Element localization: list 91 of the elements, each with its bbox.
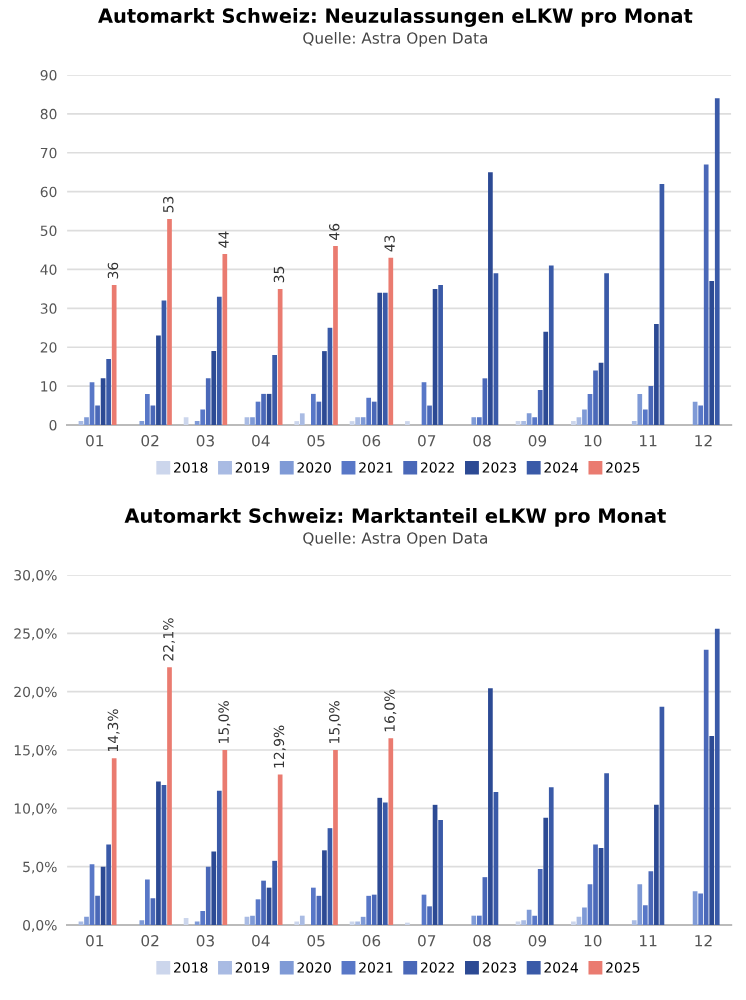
bar: [548, 787, 554, 925]
bar: [488, 688, 493, 925]
bar: [654, 323, 659, 425]
bar: [642, 905, 648, 925]
bar: [537, 869, 543, 925]
bar: [299, 413, 305, 425]
bar: [299, 915, 305, 925]
bar: [84, 417, 89, 425]
bar: [471, 417, 477, 425]
bar: [333, 750, 338, 925]
bar: [714, 628, 720, 925]
chart-title: Automarkt Schweiz: Neuzulassungen eLKW pro Monat: [98, 8, 693, 27]
bar: [703, 164, 709, 425]
bar: [250, 417, 255, 425]
bar: [371, 401, 377, 425]
bar: [156, 335, 161, 425]
bar: [709, 736, 715, 925]
bar: [250, 915, 255, 925]
bar: [698, 405, 703, 425]
bar: [216, 790, 222, 925]
bar: [106, 358, 111, 425]
bar: [698, 893, 703, 925]
bar: [205, 378, 211, 425]
bar: [156, 781, 161, 925]
bar: [211, 851, 217, 925]
bar: [95, 405, 100, 425]
bar: [371, 894, 377, 925]
bar: [642, 409, 648, 425]
bar: [200, 409, 206, 425]
bar: [216, 296, 222, 425]
bar: [438, 820, 443, 925]
bar: [111, 758, 117, 925]
bar: [261, 880, 266, 925]
bar: [593, 844, 598, 925]
bar: [427, 405, 432, 425]
bar: [488, 172, 493, 425]
bar: [377, 292, 383, 425]
bar: [714, 98, 720, 425]
bar: [333, 246, 338, 425]
bar: [438, 285, 443, 425]
bar: [582, 409, 587, 425]
bar: [311, 393, 316, 425]
bar: [654, 804, 659, 925]
bar: [593, 370, 598, 425]
bar: [106, 844, 111, 925]
bar: [205, 866, 211, 925]
bar: [111, 285, 117, 425]
bar: [272, 355, 277, 425]
bar: [709, 281, 715, 425]
bar: [703, 649, 709, 925]
bar: [532, 915, 538, 925]
bar: [211, 351, 217, 425]
bar: [604, 273, 609, 425]
bar: [222, 253, 228, 425]
bar: [543, 817, 549, 925]
bar: [366, 397, 372, 425]
bar: [604, 773, 609, 925]
bar: [637, 884, 643, 925]
bar: [637, 393, 643, 425]
bar: [277, 288, 283, 425]
bar: [311, 887, 316, 925]
bar: [167, 218, 172, 425]
bar: [200, 911, 206, 925]
bar: [548, 265, 554, 425]
bar: [388, 257, 394, 425]
bar: [272, 860, 277, 925]
bar: [582, 907, 587, 925]
bar: [322, 351, 327, 425]
bar: [427, 906, 432, 925]
bar: [382, 802, 388, 925]
bar: [277, 774, 283, 925]
bar: [471, 915, 477, 925]
bar: [476, 417, 482, 425]
bar: [366, 895, 372, 925]
bar: [95, 895, 100, 925]
bar: [261, 393, 266, 425]
bar: [532, 417, 538, 425]
bar: [322, 850, 327, 925]
chart-title: Automarkt Schweiz: Marktanteil eLKW pro Monat: [124, 508, 666, 527]
bar: [355, 417, 360, 425]
bar: [388, 738, 394, 925]
bar: [377, 797, 383, 925]
bar: [543, 331, 549, 425]
bar: [537, 390, 543, 425]
bar: [167, 667, 172, 925]
bar: [382, 292, 388, 425]
bar: [476, 915, 482, 925]
bar: [145, 879, 150, 925]
bar: [84, 916, 89, 925]
bar: [145, 393, 150, 425]
bar: [222, 750, 228, 925]
